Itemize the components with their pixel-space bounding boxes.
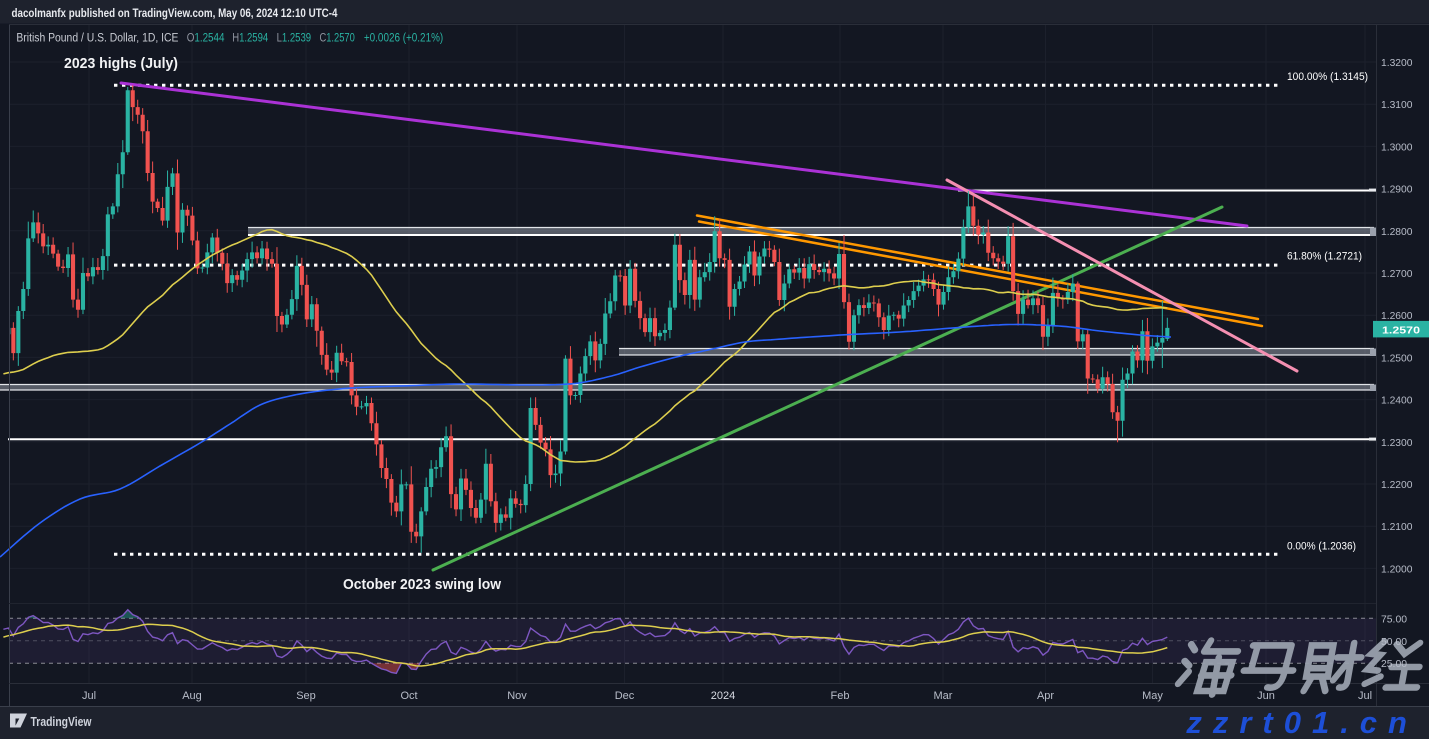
svg-text:1.2570: 1.2570 <box>1382 324 1420 336</box>
svg-text:H1.2594: H1.2594 <box>232 33 268 45</box>
svg-text:Dec: Dec <box>615 690 635 702</box>
svg-text:October 2023 swing low: October 2023 swing low <box>343 576 501 593</box>
svg-text:1.2000: 1.2000 <box>1381 563 1413 575</box>
svg-text:1.2500: 1.2500 <box>1381 352 1413 364</box>
svg-text:Oct: Oct <box>400 690 417 702</box>
svg-text:2024: 2024 <box>711 690 735 702</box>
svg-text:1.2800: 1.2800 <box>1381 226 1413 238</box>
svg-text:Nov: Nov <box>507 690 527 702</box>
svg-text:1.2200: 1.2200 <box>1381 479 1413 491</box>
svg-text:0.00% (1.2036): 0.00% (1.2036) <box>1287 541 1356 553</box>
svg-text:Jul: Jul <box>1358 690 1372 702</box>
svg-text:Sep: Sep <box>296 690 316 702</box>
svg-text:1.3000: 1.3000 <box>1381 141 1413 153</box>
svg-text:Jun: Jun <box>1257 690 1275 702</box>
svg-text:Apr: Apr <box>1037 690 1054 702</box>
svg-text:1.2300: 1.2300 <box>1381 437 1413 449</box>
svg-text:50.00: 50.00 <box>1381 636 1407 648</box>
svg-text:TradingView: TradingView <box>31 715 92 729</box>
svg-text:2023 highs (July): 2023 highs (July) <box>64 55 178 72</box>
svg-text:75.00: 75.00 <box>1381 613 1407 625</box>
svg-text:1.3200: 1.3200 <box>1381 57 1413 69</box>
svg-text:1.2400: 1.2400 <box>1381 395 1413 407</box>
svg-text:L1.2539: L1.2539 <box>277 33 312 45</box>
svg-text:1.3100: 1.3100 <box>1381 99 1413 111</box>
svg-text:1.2600: 1.2600 <box>1381 310 1413 322</box>
svg-text:O1.2544: O1.2544 <box>187 33 225 45</box>
svg-text:May: May <box>1142 690 1163 702</box>
svg-text:Feb: Feb <box>831 690 850 702</box>
svg-text:Mar: Mar <box>934 690 953 702</box>
svg-text:dacolmanfx published on Tradin: dacolmanfx published on TradingView.com,… <box>12 8 339 20</box>
svg-text:British Pound / U.S. Dollar, 1: British Pound / U.S. Dollar, 1D, ICE <box>16 33 178 45</box>
svg-text:zzrt01.cn: zzrt01.cn <box>1185 705 1418 739</box>
svg-text:1.2900: 1.2900 <box>1381 184 1413 196</box>
svg-text:Jul: Jul <box>82 690 96 702</box>
svg-text:25.00: 25.00 <box>1381 658 1407 670</box>
svg-text:+0.0026 (+0.21%): +0.0026 (+0.21%) <box>364 33 443 45</box>
svg-text:C1.2570: C1.2570 <box>320 33 355 45</box>
svg-text:61.80% (1.2721): 61.80% (1.2721) <box>1287 251 1362 263</box>
svg-text:1.2100: 1.2100 <box>1381 521 1413 533</box>
svg-text:1.2700: 1.2700 <box>1381 268 1413 280</box>
svg-text:Aug: Aug <box>182 690 202 702</box>
svg-text:100.00% (1.3145): 100.00% (1.3145) <box>1287 71 1368 83</box>
